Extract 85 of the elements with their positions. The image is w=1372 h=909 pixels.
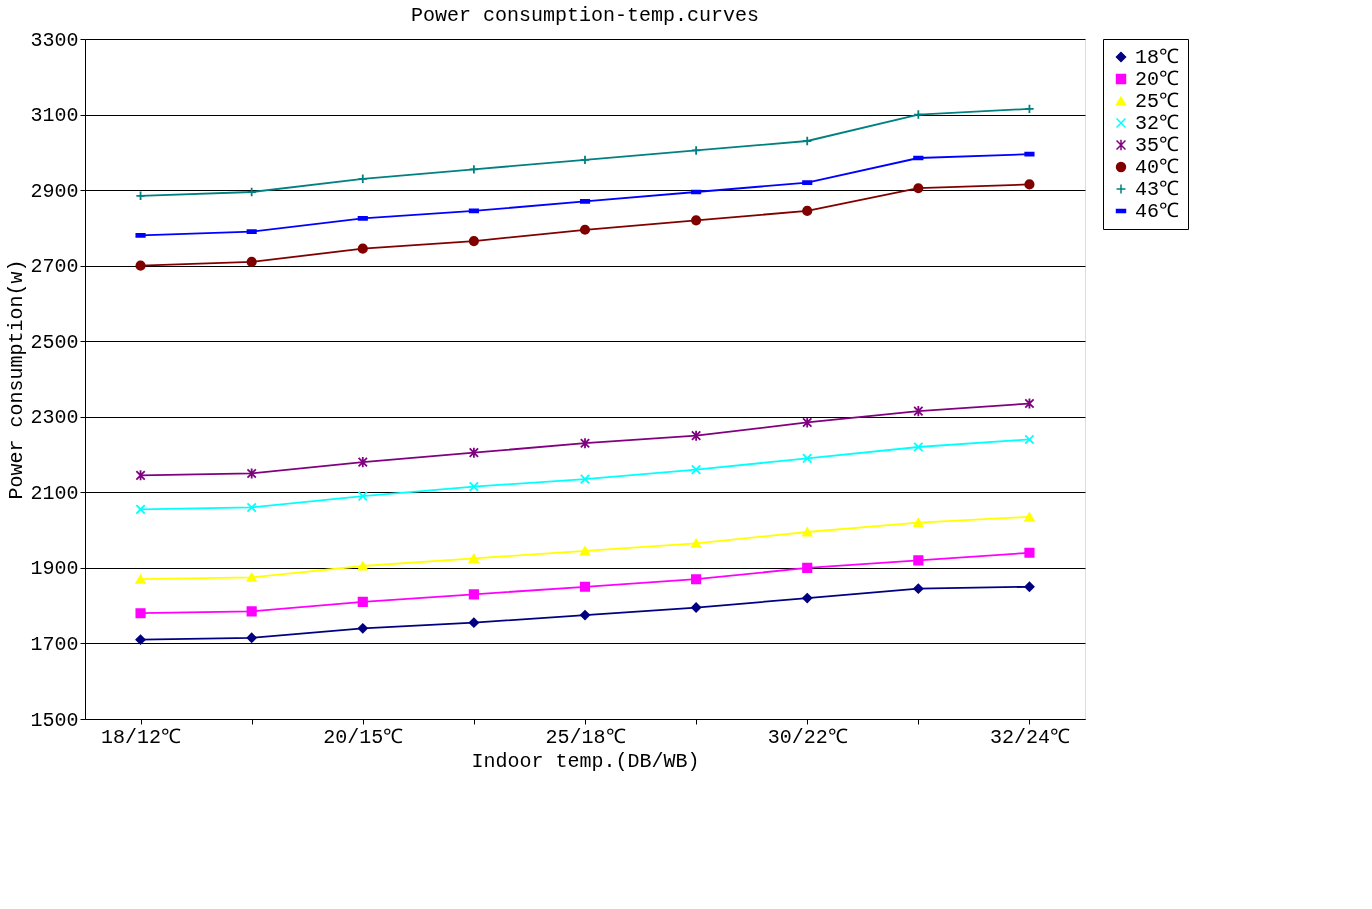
point [357, 623, 368, 634]
point [913, 518, 924, 528]
y-tick-label: 1900 [30, 557, 79, 581]
point [468, 164, 479, 175]
y-tick-label: 2100 [30, 481, 79, 505]
point [691, 429, 702, 442]
point [1024, 512, 1035, 522]
point [246, 572, 257, 582]
point [1024, 434, 1035, 445]
y-tick-label: 2900 [30, 179, 79, 203]
y-tick-label: 2700 [30, 255, 79, 279]
point [1024, 179, 1035, 190]
point [135, 574, 146, 584]
point [1024, 581, 1035, 592]
point [468, 589, 479, 600]
y-tick-label: 1700 [30, 632, 79, 656]
y-tick-label: 2300 [30, 406, 79, 430]
point [579, 224, 591, 235]
point [579, 610, 591, 621]
x-tick-label: 20/15℃ [323, 725, 404, 749]
legend-label: 43℃ [1135, 178, 1180, 201]
chart-title: Power consumption-temp.curves [410, 4, 760, 27]
point [802, 453, 813, 464]
point [357, 491, 368, 502]
point [135, 608, 146, 619]
point [579, 437, 591, 450]
point [357, 561, 368, 571]
point [913, 405, 924, 418]
point [246, 186, 257, 198]
point [913, 583, 924, 594]
y-tick-label: 1500 [30, 708, 79, 732]
point [691, 464, 702, 475]
point [135, 260, 146, 271]
point [802, 416, 813, 429]
point [691, 215, 702, 226]
point [246, 606, 257, 617]
point [135, 504, 146, 515]
legend-label: 18℃ [1135, 46, 1180, 69]
x-tick-label: 30/22℃ [767, 725, 848, 749]
point [246, 632, 257, 643]
point [357, 173, 368, 184]
point [135, 469, 146, 482]
point [802, 135, 813, 147]
y-tick-label: 2500 [30, 330, 79, 354]
point [468, 617, 479, 628]
point [1024, 547, 1035, 558]
point [468, 446, 479, 459]
legend-label: 20℃ [1135, 68, 1180, 91]
point [802, 562, 813, 573]
point [246, 502, 257, 513]
point [802, 593, 813, 604]
y-axis-title: Power consumption(w) [5, 259, 29, 500]
x-axis-title: Indoor temp.(DB/WB) [471, 749, 700, 773]
point [246, 256, 257, 267]
point [357, 596, 368, 607]
x-tick-label: 18/12℃ [101, 725, 182, 749]
point [913, 555, 924, 566]
legend-label: 35℃ [1135, 134, 1180, 157]
point [135, 634, 146, 645]
point [579, 474, 591, 485]
point [1024, 397, 1035, 410]
y-tick-label: 3300 [30, 28, 79, 52]
point [691, 602, 702, 613]
point [913, 183, 924, 194]
point [357, 456, 368, 469]
legend-label: 32℃ [1135, 112, 1180, 135]
x-tick-label: 32/24℃ [989, 725, 1070, 749]
point [246, 467, 257, 480]
point [357, 243, 368, 254]
point [691, 574, 702, 585]
y-tick-label: 3100 [30, 104, 79, 128]
legend-label: 25℃ [1135, 90, 1180, 113]
point [468, 236, 479, 247]
point [579, 154, 591, 165]
point [579, 546, 591, 556]
legend-label: 46℃ [1135, 200, 1180, 223]
point [579, 581, 591, 592]
x-tick-label: 25/18℃ [545, 725, 626, 749]
legend-label: 40℃ [1135, 156, 1180, 179]
point [802, 205, 813, 216]
point [468, 553, 479, 563]
point [913, 441, 924, 453]
point [802, 527, 813, 537]
point [691, 538, 702, 548]
point [468, 481, 479, 492]
